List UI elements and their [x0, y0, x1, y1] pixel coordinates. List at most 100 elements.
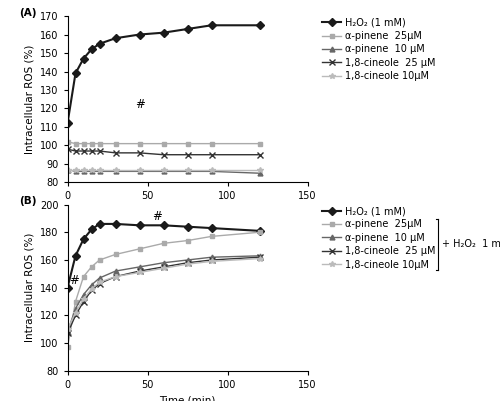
1,8-cineole 10μM: [88, 287, 94, 292]
H₂O₂ (1 mM): [88, 227, 94, 232]
1,8-cineole  25 μM: [160, 265, 166, 269]
α-pinene  25μM: [96, 141, 102, 146]
H₂O₂ (1 mM): [64, 121, 70, 126]
α-pinene  25μM: [136, 141, 142, 146]
α-pinene  25μM: [256, 141, 262, 146]
α-pinene  25μM: [184, 141, 190, 146]
α-pinene  10 μM: [112, 169, 118, 174]
Y-axis label: Intracellular ROS (%): Intracellular ROS (%): [24, 233, 34, 342]
1,8-cineole 10μM: [256, 256, 262, 261]
α-pinene  10 μM: [88, 169, 94, 174]
H₂O₂ (1 mM): [160, 30, 166, 35]
1,8-cineole 10μM: [64, 167, 70, 172]
H₂O₂ (1 mM): [96, 41, 102, 46]
1,8-cineole  25 μM: [208, 152, 214, 157]
α-pinene  25μM: [64, 140, 70, 144]
1,8-cineole 10μM: [72, 310, 78, 315]
1,8-cineole  25 μM: [64, 147, 70, 152]
1,8-cineole 10μM: [80, 296, 86, 301]
α-pinene  25μM: [88, 265, 94, 269]
α-pinene  25μM: [88, 141, 94, 146]
1,8-cineole 10μM: [112, 167, 118, 172]
α-pinene  10 μM: [72, 169, 78, 174]
α-pinene  10 μM: [160, 260, 166, 265]
1,8-cineole  25 μM: [184, 260, 190, 265]
1,8-cineole 10μM: [136, 270, 142, 275]
1,8-cineole 10μM: [160, 266, 166, 271]
α-pinene  10 μM: [96, 275, 102, 280]
Line: 1,8-cineole  25 μM: 1,8-cineole 25 μM: [64, 254, 262, 336]
α-pinene  10 μM: [88, 283, 94, 288]
H₂O₂ (1 mM): [136, 32, 142, 37]
H₂O₂ (1 mM): [88, 47, 94, 52]
H₂O₂ (1 mM): [80, 237, 86, 241]
Line: α-pinene  25μM: α-pinene 25μM: [65, 139, 262, 146]
1,8-cineole  25 μM: [64, 331, 70, 336]
α-pinene  25μM: [256, 230, 262, 235]
H₂O₂ (1 mM): [112, 36, 118, 41]
α-pinene  25μM: [80, 141, 86, 146]
α-pinene  25μM: [208, 141, 214, 146]
Legend: H₂O₂ (1 mM), α-pinene  25μM, α-pinene  10 μM, 1,8-cineole  25 μM, 1,8-cineole 10: H₂O₂ (1 mM), α-pinene 25μM, α-pinene 10 …: [322, 206, 436, 269]
Text: (B): (B): [20, 196, 37, 206]
1,8-cineole  25 μM: [160, 152, 166, 157]
α-pinene  10 μM: [256, 253, 262, 258]
H₂O₂ (1 mM): [112, 221, 118, 226]
H₂O₂ (1 mM): [256, 23, 262, 28]
1,8-cineole  25 μM: [96, 149, 102, 154]
1,8-cineole 10μM: [208, 259, 214, 264]
Line: 1,8-cineole 10μM: 1,8-cineole 10μM: [64, 256, 262, 332]
Text: #: #: [69, 273, 79, 287]
α-pinene  25μM: [64, 345, 70, 350]
α-pinene  25μM: [136, 247, 142, 251]
1,8-cineole  25 μM: [112, 274, 118, 279]
Line: H₂O₂ (1 mM): H₂O₂ (1 mM): [64, 221, 262, 290]
1,8-cineole  25 μM: [80, 299, 86, 304]
H₂O₂ (1 mM): [80, 56, 86, 61]
α-pinene  10 μM: [208, 255, 214, 259]
1,8-cineole  25 μM: [184, 152, 190, 157]
α-pinene  10 μM: [72, 306, 78, 311]
α-pinene  10 μM: [136, 265, 142, 269]
1,8-cineole 10μM: [88, 167, 94, 172]
1,8-cineole 10μM: [96, 167, 102, 172]
Y-axis label: Intracellular ROS (%): Intracellular ROS (%): [24, 45, 34, 154]
Line: α-pinene  10 μM: α-pinene 10 μM: [65, 167, 262, 176]
α-pinene  10 μM: [136, 169, 142, 174]
H₂O₂ (1 mM): [184, 224, 190, 229]
H₂O₂ (1 mM): [160, 223, 166, 228]
α-pinene  25μM: [112, 252, 118, 257]
1,8-cineole  25 μM: [112, 150, 118, 155]
α-pinene  10 μM: [112, 269, 118, 273]
α-pinene  25μM: [112, 141, 118, 146]
1,8-cineole 10μM: [64, 327, 70, 332]
1,8-cineole 10μM: [256, 167, 262, 172]
1,8-cineole  25 μM: [88, 288, 94, 293]
α-pinene  10 μM: [96, 169, 102, 174]
α-pinene  25μM: [160, 241, 166, 246]
α-pinene  10 μM: [64, 167, 70, 172]
Text: #: #: [134, 99, 144, 111]
1,8-cineole  25 μM: [80, 149, 86, 154]
Line: α-pinene  25μM: α-pinene 25μM: [65, 230, 262, 350]
H₂O₂ (1 mM): [72, 71, 78, 76]
1,8-cineole 10μM: [208, 167, 214, 172]
1,8-cineole  25 μM: [136, 269, 142, 273]
1,8-cineole  25 μM: [96, 281, 102, 286]
1,8-cineole  25 μM: [208, 257, 214, 262]
α-pinene  10 μM: [64, 330, 70, 334]
X-axis label: Time (min): Time (min): [160, 395, 216, 401]
H₂O₂ (1 mM): [136, 223, 142, 228]
H₂O₂ (1 mM): [184, 26, 190, 31]
1,8-cineole  25 μM: [72, 149, 78, 154]
H₂O₂ (1 mM): [64, 285, 70, 290]
H₂O₂ (1 mM): [208, 23, 214, 28]
1,8-cineole 10μM: [80, 167, 86, 172]
1,8-cineole 10μM: [160, 167, 166, 172]
Text: + H₂O₂  1 mM: + H₂O₂ 1 mM: [442, 239, 500, 249]
H₂O₂ (1 mM): [72, 253, 78, 258]
1,8-cineole  25 μM: [72, 313, 78, 318]
H₂O₂ (1 mM): [96, 221, 102, 226]
Text: #: #: [152, 210, 162, 223]
α-pinene  10 μM: [184, 257, 190, 262]
